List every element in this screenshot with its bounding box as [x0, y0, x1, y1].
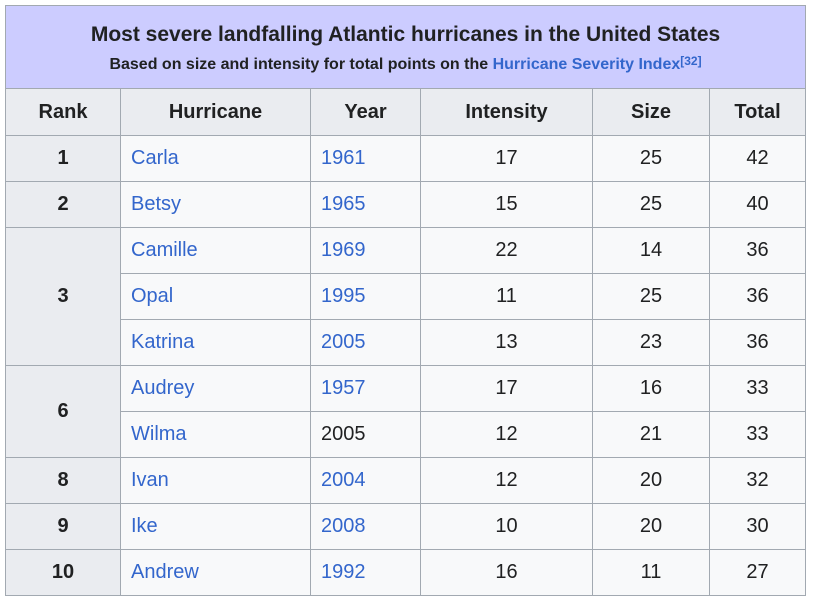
hurricane-link-wilma[interactable]: Wilma	[120, 411, 311, 458]
total-cell: 27	[708, 549, 807, 596]
total-cell: 33	[708, 365, 807, 412]
table-row: Wilma 2005 12 21 33	[6, 411, 807, 458]
total-cell: 36	[708, 319, 807, 366]
year-link-2005[interactable]: 2005	[310, 319, 421, 366]
intensity-cell: 10	[420, 503, 593, 550]
intensity-cell: 15	[420, 181, 593, 228]
total-cell: 33	[708, 411, 807, 458]
size-cell: 20	[592, 503, 710, 550]
intensity-cell: 16	[420, 549, 593, 596]
year-link-1961[interactable]: 1961	[310, 135, 421, 182]
year-link-1957[interactable]: 1957	[310, 365, 421, 412]
hurricane-link-katrina[interactable]: Katrina	[120, 319, 311, 366]
size-cell: 21	[592, 411, 710, 458]
table-row: 1 Carla 1961 17 25 42	[5, 135, 807, 182]
table-caption: Most severe landfalling Atlantic hurrica…	[4, 5, 807, 89]
total-cell: 30	[708, 503, 807, 550]
table-title: Most severe landfalling Atlantic hurrica…	[90, 23, 721, 46]
hurricane-link-camille[interactable]: Camille	[120, 227, 311, 274]
size-cell: 20	[592, 457, 710, 504]
hurricane-link-ivan[interactable]: Ivan	[120, 457, 311, 504]
header-row: Rank Hurricane Year Intensity Size Total	[5, 88, 807, 136]
rank-cell: 2	[5, 181, 121, 228]
table-row: 10 Andrew 1992 16 11 27	[5, 549, 807, 596]
year-link-1969[interactable]: 1969	[310, 227, 421, 274]
rank-cell: 10	[5, 549, 121, 596]
year-link-1992[interactable]: 1992	[310, 549, 421, 596]
intensity-cell: 17	[420, 365, 593, 412]
reference-32-link[interactable]: [32]	[680, 54, 702, 68]
hurricane-link-audrey[interactable]: Audrey	[120, 365, 311, 412]
size-cell: 14	[592, 227, 710, 274]
intensity-cell: 12	[420, 411, 593, 458]
intensity-cell: 12	[420, 457, 593, 504]
table-row: 6 Audrey 1957 17 16 33	[5, 365, 807, 458]
year-link-2008[interactable]: 2008	[310, 503, 421, 550]
size-cell: 16	[592, 365, 710, 412]
intensity-cell: 22	[420, 227, 593, 274]
subtitle-text: Based on size and intensity for total po…	[109, 56, 493, 73]
hurricane-link-opal[interactable]: Opal	[120, 273, 311, 320]
intensity-cell: 11	[420, 273, 593, 320]
header-total: Total	[708, 88, 807, 136]
total-cell: 42	[708, 135, 807, 182]
size-cell: 25	[592, 273, 710, 320]
size-cell: 11	[592, 549, 710, 596]
header-hurricane: Hurricane	[120, 88, 311, 136]
hurricane-link-andrew[interactable]: Andrew	[120, 549, 311, 596]
table-row: Opal 1995 11 25 36	[6, 273, 807, 320]
rank-cell: 3	[5, 227, 121, 366]
hurricane-severity-index-link[interactable]: Hurricane Severity Index	[492, 56, 681, 73]
hurricane-severity-table: Most severe landfalling Atlantic hurrica…	[4, 5, 807, 596]
table-row: 9 Ike 2008 10 20 30	[5, 503, 807, 550]
year-cell: 2005	[310, 411, 421, 458]
rank-cell: 1	[5, 135, 121, 182]
rank-cell: 6	[5, 365, 121, 458]
header-intensity: Intensity	[420, 88, 593, 136]
size-cell: 25	[592, 181, 710, 228]
year-link-1965[interactable]: 1965	[310, 181, 421, 228]
size-cell: 23	[592, 319, 710, 366]
hurricane-table-container: Most severe landfalling Atlantic hurrica…	[4, 5, 807, 596]
header-rank: Rank	[5, 88, 121, 136]
rank-cell: 9	[5, 503, 121, 550]
hurricane-link-ike[interactable]: Ike	[120, 503, 311, 550]
total-cell: 36	[708, 273, 807, 320]
rank-cell: 8	[5, 457, 121, 504]
size-cell: 25	[592, 135, 710, 182]
header-year: Year	[310, 88, 421, 136]
header-size: Size	[592, 88, 710, 136]
total-cell: 32	[708, 457, 807, 504]
year-link-1995[interactable]: 1995	[310, 273, 421, 320]
intensity-cell: 17	[420, 135, 593, 182]
table-row: 2 Betsy 1965 15 25 40	[5, 181, 807, 228]
total-cell: 40	[708, 181, 807, 228]
intensity-cell: 13	[420, 319, 593, 366]
year-link-2004[interactable]: 2004	[310, 457, 421, 504]
hurricane-link-betsy[interactable]: Betsy	[120, 181, 311, 228]
total-cell: 36	[708, 227, 807, 274]
table-subtitle: Based on size and intensity for total po…	[10, 53, 801, 77]
table-row: 3 Camille 1969 22 14 36	[5, 227, 807, 366]
table-row: Katrina 2005 13 23 36	[6, 319, 807, 366]
hurricane-link-carla[interactable]: Carla	[120, 135, 311, 182]
table-row: 8 Ivan 2004 12 20 32	[5, 457, 807, 504]
